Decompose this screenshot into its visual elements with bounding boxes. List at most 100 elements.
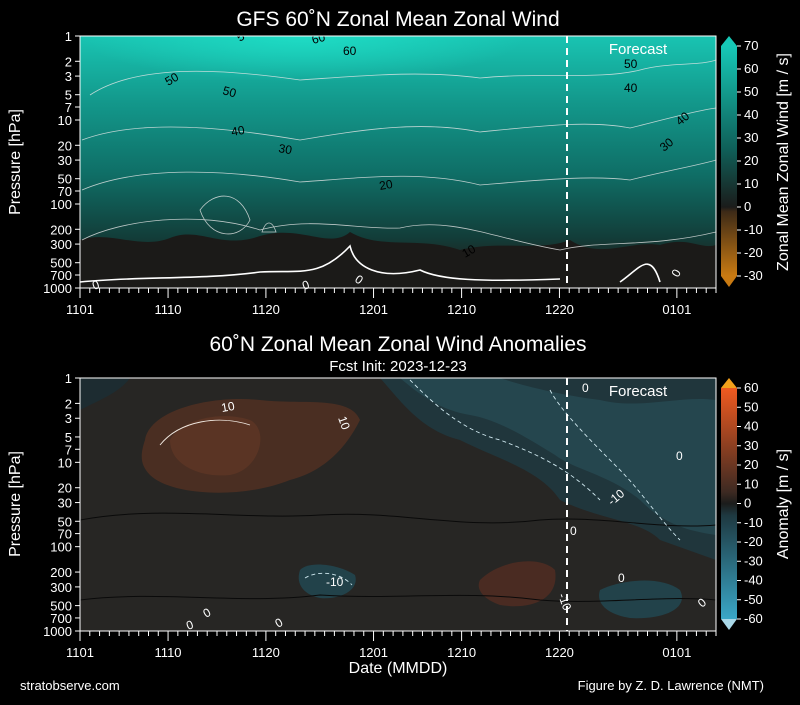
footer-credit: Figure by Z. D. Lawrence (NMT) [578,678,764,693]
anomaly-colorbar-tick-label: 10 [744,476,758,491]
anomaly-colorbar: -60 -50 -40 -30 -20 -10 0 10 20 30 40 50 60 Anomaly … [721,378,792,630]
wind-panel: GFS 60˚N Zonal Mean Zonal Wind 5 60 60 [7,8,792,317]
wind-contour-label: 0 [300,277,311,293]
wind-colorbar-tick-label: 70 [744,38,758,53]
wind-colorbar-tick-label: -20 [744,245,763,260]
footer-site: stratobserve.com [20,678,120,693]
wind-colorbar-tick-label: 50 [744,84,758,99]
anomaly-panel: 60˚N Zonal Mean Zonal Wind Anomalies Fcs… [7,333,792,677]
wind-x-tick-label: 1210 [447,302,476,317]
wind-y-tick-label: 20 [58,138,72,153]
wind-x-tick-label: 1201 [359,302,388,317]
anomaly-contour-label: 0 [618,571,625,585]
wind-colorbar-tick-label: 30 [744,130,758,145]
anomaly-colorbar-tick-label: -10 [744,515,763,530]
wind-y-tick-label: 100 [50,197,72,212]
anomaly-y-tick-label: 1000 [43,624,72,639]
anomaly-y-tick-label: 7 [65,442,72,457]
wind-contour-label: 20 [378,177,394,193]
anomaly-y-tick-label: 700 [50,611,72,626]
anomaly-y-tick-label: 5 [65,430,72,445]
wind-y-tick-label: 3 [65,69,72,84]
wind-contour-label: 60 [310,30,327,47]
anomaly-contour-label: 0 [184,617,195,633]
anomaly-x-axis: 1101 1110 1120 1201 1210 1220 0101 [66,631,717,660]
anomaly-field [80,378,716,631]
wind-colorbar-tick-label: 40 [744,107,758,122]
anomaly-y-tick-label: 500 [50,599,72,614]
anomaly-colorbar-tick-label: 20 [744,457,758,472]
anomaly-colorbar-tick-label: -20 [744,534,763,549]
wind-colorbar-tick-label: -30 [744,268,763,283]
anomaly-y-tick-label: 2 [65,396,72,411]
wind-contour-label: 50 [221,83,238,100]
wind-y-tick-label: 300 [50,237,72,252]
anomaly-colorbar-tick-label: -30 [744,553,763,568]
wind-contour-label: 40 [624,81,638,95]
wind-contour-label: 50 [624,57,638,71]
wind-contour-label: 40 [230,123,246,139]
anomaly-colorbar-tick-label: -60 [744,611,763,626]
wind-x-tick-label: 1110 [155,302,182,317]
anomaly-x-tick-label: 1210 [447,645,476,660]
anomaly-contour-label: -10 [326,575,344,589]
anomaly-y-tick-label: 1 [65,371,72,386]
anomaly-colorbar-label: Anomaly [m / s] [775,449,792,559]
anomaly-y-tick-label: 300 [50,580,72,595]
wind-colorbar: -30 -20 -10 0 10 20 30 40 50 60 70 Zonal Mean Zona… [721,36,792,287]
anomaly-y-tick-label: 100 [50,540,72,555]
anomaly-colorbar-tick-label: 60 [744,380,758,395]
anomaly-colorbar-tick-label: -40 [744,573,763,588]
wind-y-tick-label: 200 [50,222,72,237]
anomaly-y-tick-label: 30 [58,496,72,511]
wind-y-tick-label: 1 [65,29,72,44]
anomaly-contour-label: -10 [555,591,574,612]
wind-x-tick-label: 1220 [545,302,574,317]
wind-x-tick-label: 0101 [662,302,691,317]
wind-x-tick-label: 1120 [252,302,280,317]
anomaly-x-tick-label: 0101 [662,645,691,660]
wind-contour-label: 50 [163,70,182,89]
anomaly-contour-label: 0 [676,449,683,463]
anomaly-colorbar-tick-label: 0 [744,496,751,511]
wind-y-tick-label: 7 [65,100,72,115]
anomaly-colorbar-tick-label: 50 [744,399,758,414]
anomaly-x-tick-label: 1101 [66,645,94,660]
anomaly-contour-label: 0 [570,524,577,538]
anomaly-y-tick-label: 200 [50,565,72,580]
anomaly-title: 60˚N Zonal Mean Zonal Wind Anomalies [209,333,586,356]
wind-colorbar-tick-label: 20 [744,153,758,168]
anomaly-forecast-label: Forecast [609,383,668,400]
wind-y-tick-label: 10 [58,113,72,128]
wind-y-tick-label: 2 [65,54,72,69]
anomaly-contour-label: 0 [582,381,589,395]
wind-colorbar-tick-label: 0 [744,199,751,214]
wind-y-tick-label: 700 [50,268,72,283]
wind-forecast-label: Forecast [609,41,668,58]
anomaly-colorbar-tick-label: -50 [744,592,763,607]
wind-y-axis-title: Pressure [hPa] [7,109,24,215]
wind-y-tick-label: 30 [58,153,72,168]
anomaly-y-tick-label: 3 [65,411,72,426]
wind-colorbar-label: Zonal Mean Zonal Wind [m / s] [775,53,792,271]
wind-contour-label: 0 [90,277,101,293]
wind-y-tick-label: 5 [65,88,72,103]
wind-x-axis: 1101 1110 1120 1201 1210 1220 0101 [66,288,717,317]
anomaly-x-tick-label: 1201 [359,645,388,660]
anomaly-y-tick-label: 20 [58,481,72,496]
wind-contour-label: 30 [277,141,293,157]
wind-contour-label: 60 [343,44,357,58]
anomaly-y-tick-label: 50 [58,514,72,529]
anomaly-contour-labels: 10 10 0 0 0 0 -10 0 0 0 -10 -10 0 [184,381,709,633]
anomaly-x-tick-label: 1220 [545,645,574,660]
anomaly-contour-label: 10 [220,399,236,415]
wind-y-tick-label: 50 [58,172,72,187]
wind-contour-label: 10 [460,242,479,261]
wind-x-tick-label: 1101 [66,302,94,317]
wind-colorbar-tick-label: 10 [744,176,758,191]
wind-colorbar-tick-label: 60 [744,61,758,76]
anomaly-contour-label: 10 [335,414,353,432]
anomaly-y-tick-label: 70 [58,527,72,542]
